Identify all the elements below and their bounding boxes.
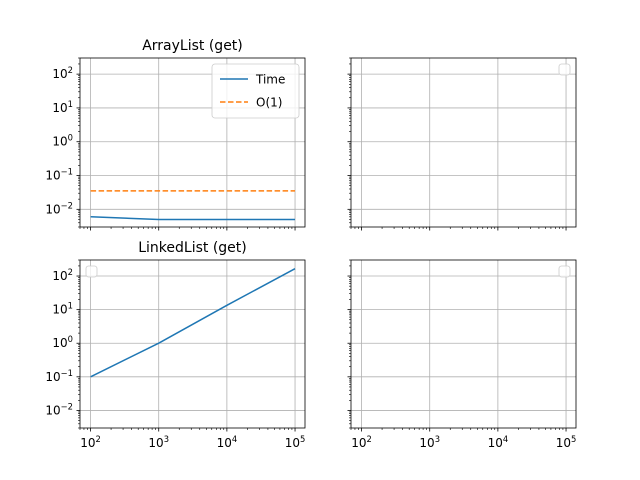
tick-base: 10	[52, 135, 67, 149]
tick-base: 10	[217, 436, 232, 450]
panel-title: LinkedList (get)	[138, 240, 247, 256]
legend	[85, 265, 98, 278]
y-tick-label: 102	[52, 65, 73, 81]
tick-base: 10	[45, 403, 60, 417]
tick-exponent: 1	[68, 99, 73, 109]
y-tick-label: 101	[52, 99, 73, 115]
x-tick-label: 105	[556, 434, 577, 450]
tick-base: 10	[52, 67, 67, 81]
tick-exponent: −1	[61, 167, 73, 177]
tick-exponent: −2	[61, 200, 73, 210]
legend-box-empty	[558, 63, 571, 76]
tick-exponent: 2	[68, 267, 73, 277]
x-tick-label: 104	[488, 434, 509, 450]
axes-frame	[79, 259, 306, 429]
legend-label: Time	[255, 73, 285, 87]
y-tick-label: 10−1	[45, 167, 73, 183]
tick-base: 10	[52, 336, 67, 350]
tick-base: 10	[556, 436, 571, 450]
tick-exponent: −1	[61, 368, 73, 378]
tick-exponent: 0	[68, 133, 73, 143]
legend-box-empty	[558, 265, 571, 278]
plot-area	[351, 260, 576, 428]
tick-exponent: −2	[61, 401, 73, 411]
tick-base: 10	[45, 370, 60, 384]
tick-base: 10	[351, 436, 366, 450]
tick-base: 10	[80, 436, 95, 450]
panel-2	[347, 57, 577, 231]
y-tick-label: 100	[52, 334, 73, 350]
legend-box	[211, 63, 300, 119]
tick-base: 10	[52, 101, 67, 115]
legend-box-empty	[85, 265, 98, 278]
tick-base: 10	[45, 169, 60, 183]
axes-frame	[350, 259, 577, 429]
tick-base: 10	[148, 436, 163, 450]
tick-exponent: 5	[571, 434, 576, 444]
tick-exponent: 3	[164, 434, 169, 444]
tick-exponent: 2	[367, 434, 372, 444]
panel-4: 102 103 104 105	[347, 259, 577, 450]
y-tick-label: 10−2	[45, 200, 73, 216]
series-line-1	[90, 216, 295, 221]
tick-base: 10	[52, 269, 67, 283]
panel-title: ArrayList (get)	[142, 38, 243, 54]
tick-exponent: 3	[435, 434, 440, 444]
x-tick-label: 105	[285, 434, 306, 450]
tick-exponent: 2	[96, 434, 101, 444]
plot-area	[80, 260, 305, 428]
tick-exponent: 4	[503, 434, 508, 444]
y-tick-label: 10−1	[45, 368, 73, 384]
tick-exponent: 5	[300, 434, 305, 444]
legend: Time O(1)	[211, 63, 300, 119]
legend	[558, 265, 571, 278]
tick-base: 10	[285, 436, 300, 450]
tick-exponent: 2	[68, 65, 73, 75]
tick-exponent: 0	[68, 334, 73, 344]
x-tick-label: 104	[217, 434, 238, 450]
y-tick-label: 10−2	[45, 401, 73, 417]
y-tick-label: 100	[52, 133, 73, 149]
legend	[558, 63, 571, 76]
tick-base: 10	[419, 436, 434, 450]
y-tick-label: 102	[52, 267, 73, 283]
x-tick-label: 103	[148, 434, 169, 450]
series-line-1	[90, 268, 296, 378]
panel-3: 102 103 104 10510−210−1100101102LinkedList …	[45, 240, 306, 450]
tick-exponent: 4	[232, 434, 237, 444]
tick-base: 10	[52, 303, 67, 317]
plot-area	[351, 58, 576, 227]
legend-label: O(1)	[256, 96, 282, 110]
axes-frame	[79, 57, 306, 228]
x-tick-label: 103	[419, 434, 440, 450]
axes-frame	[350, 57, 577, 228]
tick-exponent: 1	[68, 301, 73, 311]
y-tick-label: 101	[52, 301, 73, 317]
tick-base: 10	[488, 436, 503, 450]
tick-base: 10	[45, 202, 60, 216]
x-tick-label: 102	[351, 434, 372, 450]
x-tick-label: 102	[80, 434, 101, 450]
